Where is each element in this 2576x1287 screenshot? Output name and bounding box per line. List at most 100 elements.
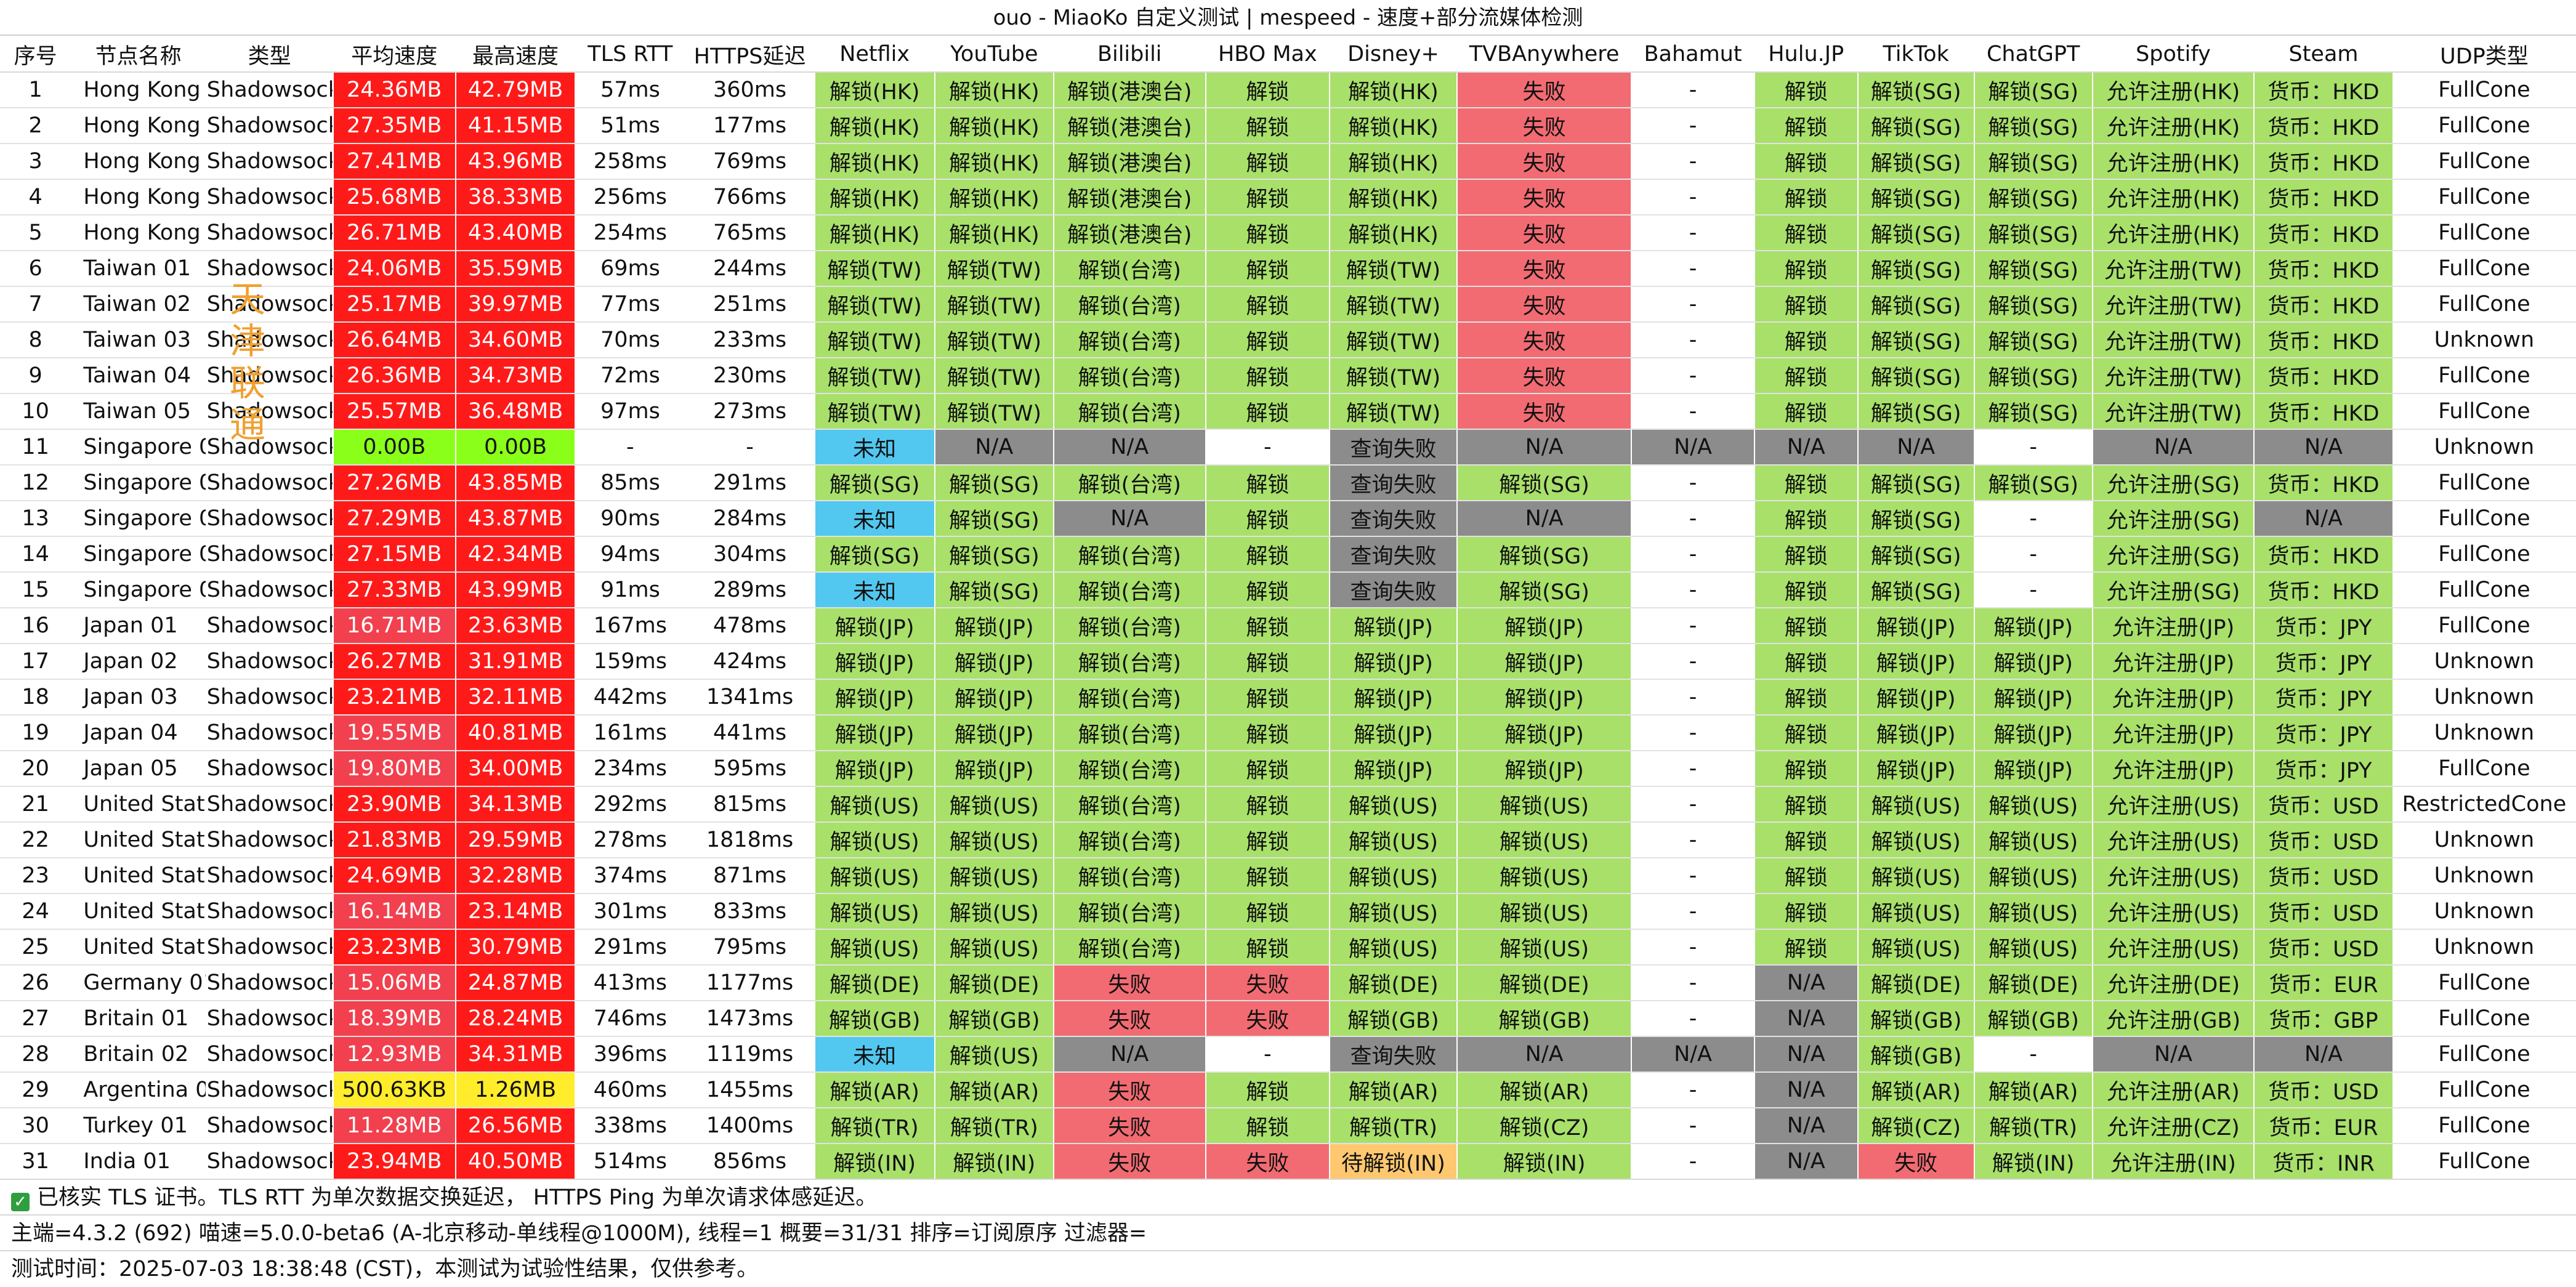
- col-header-tvbanywhere[interactable]: TVBAnywhere: [1456, 36, 1633, 73]
- cell-hbo-max: 解锁: [1205, 857, 1331, 894]
- col-header-type[interactable]: 类型: [205, 36, 334, 73]
- col-header-tiktok[interactable]: TikTok: [1857, 36, 1975, 73]
- col-header-udp-type[interactable]: UDP类型: [2392, 36, 2576, 73]
- cell-node-name: Singapore 04: [70, 536, 207, 573]
- cell-chatgpt: 解锁(JP): [1973, 750, 2093, 787]
- cell-https-latency: 769ms: [684, 143, 815, 180]
- cell-bahamut: -: [1631, 250, 1755, 287]
- cell-index: 18: [0, 679, 71, 716]
- col-header-max-speed[interactable]: 最高速度: [454, 36, 576, 73]
- cell-chatgpt: 解锁(SG): [1973, 357, 2093, 394]
- cell-chatgpt: 解锁(IN): [1973, 1143, 2093, 1180]
- cell-max-speed: 29.59MB: [454, 821, 576, 858]
- cell-index: 9: [0, 357, 71, 394]
- footer-line-tls: ✓ 已核实 TLS 证书。TLS RTT 为单次数据交换延迟， HTTPS Pin…: [0, 1179, 2576, 1214]
- cell-index: 22: [0, 821, 71, 858]
- cell-chatgpt: 解锁(US): [1973, 893, 2093, 930]
- cell-udp-type: FullCone: [2392, 107, 2576, 144]
- cell-node-name: United States 05: [70, 929, 207, 966]
- col-header-disney-plus[interactable]: Disney+: [1329, 36, 1458, 73]
- cell-hbo-max: 解锁: [1205, 357, 1331, 394]
- cell-netflix: 解锁(TW): [814, 321, 935, 358]
- footer-line-time: 测试时间：2025-07-03 18:38:48 (CST)，本测试为试验性结果…: [0, 1250, 2576, 1286]
- col-header-avg-speed[interactable]: 平均速度: [332, 36, 456, 73]
- cell-https-latency: 795ms: [684, 929, 815, 966]
- cell-udp-type: Unknown: [2392, 643, 2576, 680]
- col-header-tls-rtt[interactable]: TLS RTT: [575, 36, 686, 73]
- cell-udp-type: FullCone: [2392, 393, 2576, 430]
- col-header-index[interactable]: 序号: [0, 36, 71, 73]
- cell-netflix: 解锁(JP): [814, 679, 935, 716]
- col-header-spotify[interactable]: Spotify: [2091, 36, 2255, 73]
- cell-netflix: 解锁(HK): [814, 143, 935, 180]
- cell-https-latency: 291ms: [684, 464, 815, 501]
- cell-hulu-jp: 解锁: [1753, 786, 1859, 823]
- cell-tiktok: 解锁(GB): [1857, 1000, 1975, 1037]
- cell-chatgpt: -: [1973, 500, 2093, 537]
- cell-steam: N/A: [2253, 1036, 2394, 1073]
- col-header-netflix[interactable]: Netflix: [814, 36, 935, 73]
- cell-hbo-max: 解锁: [1205, 786, 1331, 823]
- cell-netflix: 未知: [814, 429, 935, 466]
- cell-chatgpt: 解锁(US): [1973, 929, 2093, 966]
- cell-udp-type: FullCone: [2392, 750, 2576, 787]
- cell-avg-speed: 27.26MB: [332, 464, 456, 501]
- col-header-youtube[interactable]: YouTube: [934, 36, 1054, 73]
- cell-tls-rtt: 70ms: [575, 321, 686, 358]
- col-header-hbo-max[interactable]: HBO Max: [1205, 36, 1331, 73]
- cell-steam: 货币：EUR: [2253, 1107, 2394, 1144]
- cell-chatgpt: 解锁(SG): [1973, 321, 2093, 358]
- cell-bahamut: -: [1631, 143, 1755, 180]
- col-header-bilibili[interactable]: Bilibili: [1052, 36, 1206, 73]
- cell-bahamut: -: [1631, 214, 1755, 251]
- cell-youtube: 解锁(HK): [934, 214, 1054, 251]
- cell-spotify: 允许注册(TW): [2091, 393, 2255, 430]
- window-title: ouo - MiaoKo 自定义测试 | mespeed - 速度+部分流媒体检…: [0, 0, 2576, 36]
- col-header-node-name[interactable]: 节点名称: [70, 36, 207, 73]
- cell-node-name: Taiwan 01: [70, 250, 207, 287]
- col-header-bahamut[interactable]: Bahamut: [1631, 36, 1755, 73]
- cell-https-latency: 856ms: [684, 1143, 815, 1180]
- col-header-https-latency[interactable]: HTTPS延迟: [684, 36, 815, 73]
- cell-hulu-jp: 解锁: [1753, 607, 1859, 644]
- cell-spotify: 允许注册(SG): [2091, 536, 2255, 573]
- cell-disney-plus: 解锁(HK): [1329, 71, 1458, 108]
- cell-netflix: 解锁(TW): [814, 393, 935, 430]
- cell-node-name: Hong Kong 01: [70, 71, 207, 108]
- cell-type: Shadowsocks: [205, 321, 334, 358]
- col-header-hulu-jp[interactable]: Hulu.JP: [1753, 36, 1859, 73]
- col-header-chatgpt[interactable]: ChatGPT: [1973, 36, 2093, 73]
- col-header-steam[interactable]: Steam: [2253, 36, 2394, 73]
